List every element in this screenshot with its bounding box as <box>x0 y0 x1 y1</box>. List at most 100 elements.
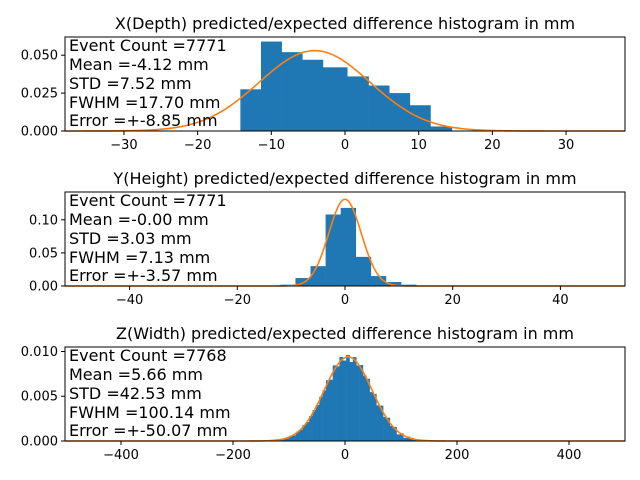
histogram-bar <box>362 375 367 441</box>
histogram-bar <box>413 439 417 441</box>
x-tick-label: −20 <box>184 138 211 153</box>
histogram-bar <box>309 416 313 441</box>
plot-area: −40 −20 0 20 40 0.00 0.05 0.10 <box>29 191 626 308</box>
histogram-bar <box>292 435 297 441</box>
histogram-bar <box>319 396 323 441</box>
histogram-bar <box>289 435 293 441</box>
histogram-bar <box>369 392 374 441</box>
stat-error: Error =+-8.85 mm <box>69 111 218 130</box>
stat-fwhm: FWHM =100.14 mm <box>69 403 231 422</box>
histogram-bar <box>325 214 341 286</box>
x-tick-label: 400 <box>557 448 582 463</box>
histogram-bar <box>355 256 372 286</box>
x-tick-label: −400 <box>103 448 139 463</box>
x-tick-label: −30 <box>110 138 137 153</box>
histogram-bar <box>352 357 357 441</box>
histogram-bar <box>356 365 360 441</box>
histogram-bar <box>340 207 357 286</box>
stat-std: STD =7.52 mm <box>69 74 192 93</box>
histogram-bar <box>261 41 282 131</box>
histogram-bar <box>295 431 300 441</box>
histogram-bar <box>240 89 262 131</box>
histogram-bar <box>347 76 369 131</box>
histogram-bar <box>322 390 327 441</box>
histogram-bar <box>385 282 402 286</box>
histogram-bar <box>339 356 344 441</box>
histogram-bar <box>376 405 381 441</box>
histogram-bar <box>349 361 354 441</box>
y-tick-label: 0.000 <box>21 125 58 140</box>
plot-area: −30 −20 −10 0 10 20 30 0.000 0.025 0.050 <box>21 36 626 153</box>
histogram-bar <box>430 126 453 131</box>
x-tick-label: 200 <box>445 448 470 463</box>
x-tick-label: −40 <box>116 293 143 308</box>
histogram-bar <box>346 355 350 441</box>
histogram-bar <box>336 366 340 441</box>
histogram-bar <box>403 437 407 441</box>
panel-title: Y(Height) predicted/expected difference … <box>112 169 576 188</box>
stat-std: STD =3.03 mm <box>69 229 192 248</box>
panel-title: Z(Width) predicted/expected difference h… <box>116 324 574 343</box>
histogram-bar <box>305 422 310 441</box>
stat-mean: Mean =5.66 mm <box>69 365 203 384</box>
histogram-bar <box>383 416 387 441</box>
panel-z-width: Z(Width) predicted/expected difference h… <box>21 324 626 463</box>
histogram-bar <box>322 67 348 131</box>
y-tick-label: 0.05 <box>29 246 58 261</box>
x-tick-label: 0 <box>341 138 349 153</box>
histogram-bar <box>389 425 394 441</box>
histogram-bar <box>386 417 391 441</box>
x-tick-label: 20 <box>484 138 501 153</box>
y-tick-label: 0.00 <box>29 280 58 295</box>
x-tick-label: 20 <box>444 293 461 308</box>
stat-event-count: Event Count =7768 <box>69 346 227 365</box>
x-tick-label: −20 <box>224 293 251 308</box>
histogram-bar <box>302 424 307 441</box>
stat-error: Error =+-50.07 mm <box>69 421 228 440</box>
y-tick-label: 0.025 <box>21 87 58 102</box>
histogram-bar <box>329 379 333 441</box>
histogram-bar <box>310 266 326 286</box>
histogram-bar <box>359 365 364 441</box>
stat-event-count: Event Count =7771 <box>69 191 227 210</box>
histogram-bar <box>342 360 347 441</box>
histogram-bar <box>281 52 303 132</box>
x-tick-label: 30 <box>558 138 575 153</box>
x-tick-label: 0 <box>341 293 349 308</box>
x-tick-label: −10 <box>258 138 285 153</box>
y-tick-label: 0.050 <box>21 49 58 64</box>
histogram-bar <box>332 365 337 441</box>
x-tick-label: 40 <box>552 293 569 308</box>
stat-event-count: Event Count =7771 <box>69 36 227 55</box>
histogram-bar <box>370 276 387 286</box>
stat-mean: Mean =-0.00 mm <box>69 210 209 229</box>
panel-y-height: Y(Height) predicted/expected difference … <box>29 169 626 308</box>
x-tick-label: 10 <box>410 138 427 153</box>
histogram-bar <box>325 380 330 441</box>
histogram-bar <box>282 438 286 441</box>
histogram-bar <box>302 59 324 131</box>
x-tick-label: 0 <box>341 448 349 463</box>
stat-mean: Mean =-4.12 mm <box>69 55 209 74</box>
histogram-bar <box>406 436 411 441</box>
histogram-bar <box>315 404 320 441</box>
stat-fwhm: FWHM =7.13 mm <box>69 248 210 267</box>
histogram-bar <box>396 434 401 441</box>
histogram-bar <box>299 429 303 441</box>
histogram-bar <box>389 93 411 131</box>
histogram-bar <box>379 405 384 441</box>
plot-area: −400 −200 0 200 400 0.000 0.005 0.010 <box>21 345 626 463</box>
y-tick-label: 0.010 <box>21 345 58 360</box>
histogram-bar <box>312 410 317 441</box>
histogram-bar <box>366 378 370 441</box>
panel-x-depth: X(Depth) predicted/expected difference h… <box>21 14 626 153</box>
y-tick-label: 0.10 <box>29 213 58 228</box>
panel-title: X(Depth) predicted/expected difference h… <box>115 14 575 33</box>
stat-error: Error =+-3.57 mm <box>69 266 218 285</box>
histogram-bar <box>393 426 397 441</box>
stat-std: STD =42.53 mm <box>69 384 202 403</box>
y-tick-label: 0.000 <box>21 435 58 450</box>
histogram-bar <box>399 433 404 441</box>
histogram-bar <box>373 393 377 441</box>
